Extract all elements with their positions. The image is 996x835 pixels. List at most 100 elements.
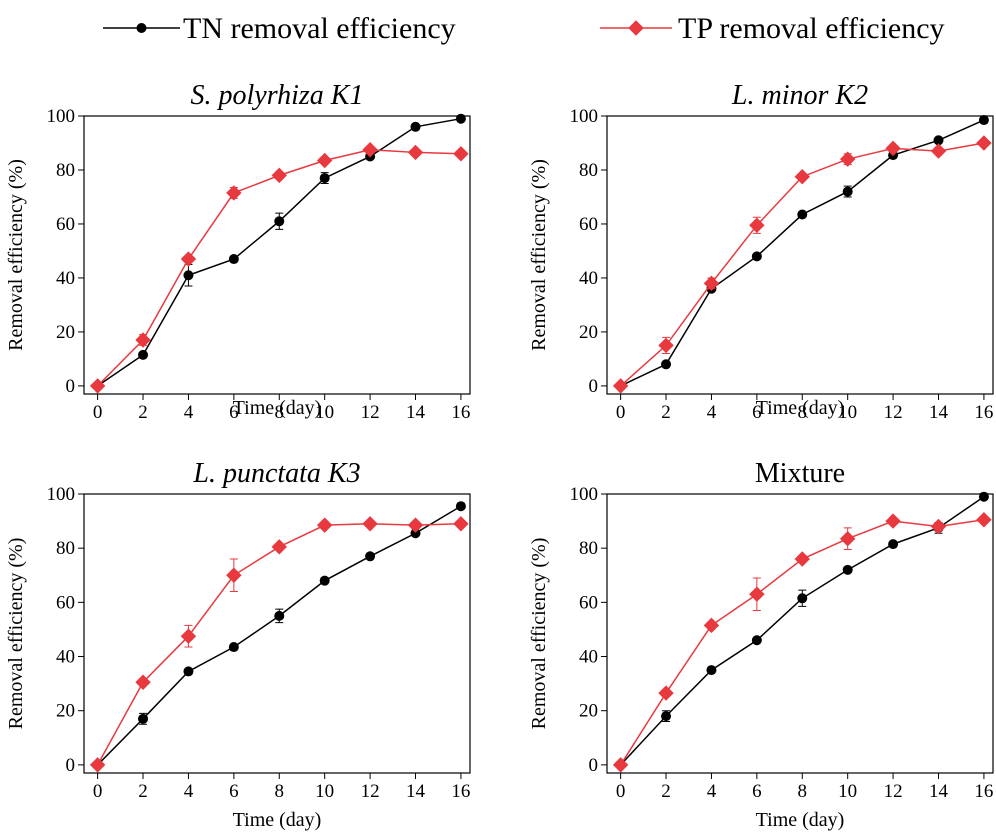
data-point — [319, 173, 330, 184]
x-tick-label: 4 — [707, 402, 717, 423]
x-tick-label: 12 — [361, 402, 380, 423]
data-point — [362, 516, 378, 532]
data-point — [410, 121, 421, 132]
y-tick-label: 40 — [56, 647, 75, 668]
data-point — [661, 711, 672, 722]
y-tick-label: 100 — [570, 484, 599, 505]
data-point — [751, 635, 762, 646]
data-point — [271, 539, 287, 555]
y-axis-label: Removal efficiency (%) — [5, 159, 27, 351]
y-tick-label: 80 — [56, 160, 75, 181]
data-point — [180, 251, 197, 267]
data-point — [797, 209, 808, 220]
subplot-title: L. minor K2 — [731, 80, 868, 111]
data-point — [658, 685, 674, 701]
subplot-title: S. polyrhiza K1 — [191, 80, 364, 111]
x-tick-label: 4 — [707, 781, 717, 802]
data-point — [274, 610, 285, 621]
plot-frame — [83, 493, 471, 774]
data-point — [888, 539, 899, 550]
subplot: S. polyrhiza K1 Time (day) Removal efficie… — [5, 80, 471, 423]
data-point — [226, 567, 242, 583]
x-tick-label: 12 — [884, 781, 903, 802]
x-tick-label: 4 — [184, 781, 194, 802]
x-tick-label: 12 — [884, 402, 903, 423]
y-axis-label: Removal efficiency (%) — [528, 538, 550, 730]
data-point — [842, 186, 853, 197]
x-tick-label: 0 — [93, 781, 103, 802]
x-tick-label: 6 — [229, 781, 239, 802]
data-point — [89, 757, 106, 773]
data-point — [976, 135, 992, 151]
y-tick-label: 20 — [56, 701, 75, 722]
data-point — [316, 517, 333, 533]
data-point — [839, 530, 856, 547]
x-tick-label: 2 — [138, 781, 148, 802]
data-point — [978, 115, 989, 126]
y-tick-label: 20 — [579, 322, 598, 343]
data-point — [612, 757, 629, 773]
y-axis-label: Removal efficiency (%) — [5, 538, 27, 730]
data-point — [455, 501, 466, 512]
data-point — [453, 146, 469, 162]
y-tick-label: 100 — [47, 484, 76, 505]
y-tick-label: 100 — [570, 106, 599, 127]
data-point — [362, 142, 378, 158]
y-tick-label: 40 — [579, 268, 598, 289]
x-tick-label: 16 — [451, 402, 470, 423]
data-point — [658, 337, 674, 354]
data-point — [885, 513, 901, 529]
subplot-title: L. punctata K3 — [192, 458, 360, 489]
x-tick-label: 0 — [616, 781, 626, 802]
x-tick-label: 8 — [798, 781, 808, 802]
x-tick-label: 0 — [93, 402, 103, 423]
y-axis-label: Removal efficiency (%) — [528, 159, 550, 351]
data-point — [410, 528, 421, 539]
y-tick-label: 40 — [579, 647, 598, 668]
y-tick-label: 60 — [579, 592, 598, 613]
legend-label: TN removal efficiency — [183, 12, 456, 45]
x-tick-label: 14 — [406, 402, 426, 423]
legend-label: TP removal efficiency — [678, 12, 945, 45]
subplot: Mixture Time (day) Removal efficiency (%) 0… — [528, 458, 994, 831]
data-point — [749, 586, 765, 602]
x-tick-label: 2 — [661, 402, 671, 423]
x-tick-label: 8 — [275, 781, 285, 802]
data-point — [180, 628, 197, 644]
data-point — [228, 254, 239, 265]
data-point — [183, 270, 194, 281]
data-point — [138, 713, 149, 724]
data-point — [706, 665, 717, 676]
data-point — [365, 551, 376, 562]
data-point — [138, 349, 149, 360]
data-point — [271, 167, 287, 184]
data-point — [751, 251, 762, 262]
plot-frame — [606, 115, 994, 395]
series-line — [620, 496, 985, 766]
data-point — [183, 666, 194, 677]
y-tick-label: 60 — [56, 592, 75, 613]
series-line — [620, 119, 985, 387]
data-point — [135, 674, 151, 690]
data-point — [794, 551, 810, 567]
y-tick-label: 80 — [579, 538, 598, 559]
x-tick-label: 12 — [361, 781, 380, 802]
x-tick-label: 6 — [752, 781, 762, 802]
x-tick-label: 2 — [138, 402, 148, 423]
data-point — [703, 275, 720, 292]
data-point — [661, 359, 672, 370]
x-tick-label: 6 — [229, 402, 239, 423]
legend-marker — [136, 23, 147, 33]
data-point — [455, 113, 466, 124]
y-tick-label: 80 — [56, 538, 75, 559]
x-tick-label: 16 — [974, 781, 993, 802]
data-point — [885, 140, 901, 157]
x-tick-label: 14 — [406, 781, 426, 802]
x-tick-label: 8 — [275, 402, 285, 423]
data-point — [703, 617, 720, 634]
series-line — [97, 148, 461, 387]
x-tick-label: 4 — [184, 402, 194, 423]
data-point — [933, 135, 944, 146]
